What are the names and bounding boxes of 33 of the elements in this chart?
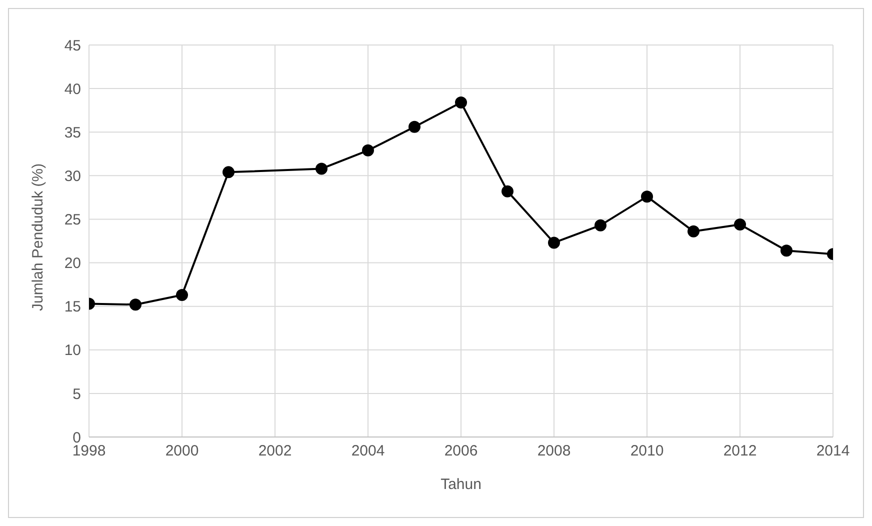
x-tick-label: 2008 <box>537 442 571 460</box>
x-tick-label: 2006 <box>444 442 478 460</box>
point <box>594 219 606 232</box>
y-tick-label: 5 <box>72 386 81 403</box>
y-tick-label: 15 <box>64 298 81 316</box>
x-tick-label: 2004 <box>351 442 385 460</box>
point <box>176 289 188 302</box>
point <box>408 120 420 133</box>
point <box>502 185 514 198</box>
x-tick-label: 2012 <box>723 442 757 460</box>
x-tick-label: 2014 <box>816 442 850 460</box>
y-tick-label: 30 <box>64 168 81 185</box>
y-axis-title: Jumlah Penduduk (%) <box>29 163 46 311</box>
x-tick-label: 2010 <box>630 442 664 460</box>
x-axis-title: Tahun <box>440 476 482 493</box>
y-tick-label: 35 <box>64 124 81 142</box>
point <box>641 190 653 203</box>
point <box>316 162 328 175</box>
y-tick-label: 20 <box>64 255 81 272</box>
point <box>734 218 746 230</box>
point <box>455 96 467 108</box>
x-tick-label: 2002 <box>258 442 292 460</box>
y-tick-label: 10 <box>64 342 81 360</box>
point <box>688 225 700 238</box>
point <box>130 298 142 311</box>
y-tick-label: 40 <box>64 80 81 98</box>
point <box>780 244 792 257</box>
point <box>362 144 374 156</box>
y-tick-label: 25 <box>64 212 81 229</box>
y-tick-label: 45 <box>64 37 81 54</box>
x-tick-label: 2000 <box>165 442 199 460</box>
point <box>548 236 560 249</box>
point <box>222 166 234 178</box>
